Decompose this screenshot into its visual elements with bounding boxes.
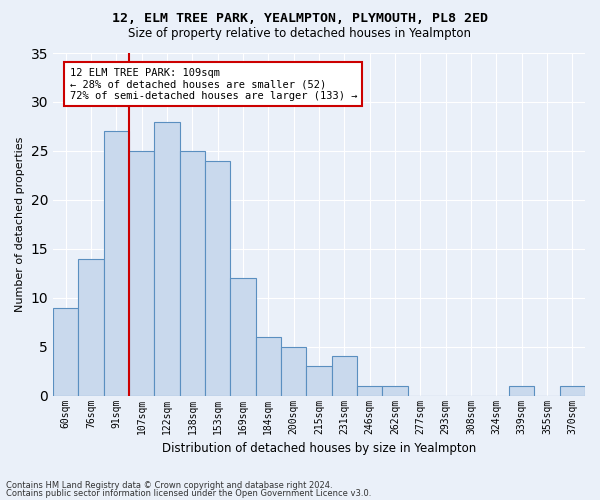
Text: Contains HM Land Registry data © Crown copyright and database right 2024.: Contains HM Land Registry data © Crown c… [6, 480, 332, 490]
Bar [104, 132, 129, 396]
Bar [281, 346, 307, 396]
Bar [179, 151, 205, 396]
Text: Contains public sector information licensed under the Open Government Licence v3: Contains public sector information licen… [6, 489, 371, 498]
Bar [357, 386, 382, 396]
Bar [256, 337, 281, 396]
Text: Size of property relative to detached houses in Yealmpton: Size of property relative to detached ho… [128, 28, 472, 40]
Y-axis label: Number of detached properties: Number of detached properties [15, 136, 25, 312]
Bar [79, 258, 104, 396]
Bar [509, 386, 535, 396]
X-axis label: Distribution of detached houses by size in Yealmpton: Distribution of detached houses by size … [162, 442, 476, 455]
Text: 12, ELM TREE PARK, YEALMPTON, PLYMOUTH, PL8 2ED: 12, ELM TREE PARK, YEALMPTON, PLYMOUTH, … [112, 12, 488, 26]
Bar [382, 386, 407, 396]
Bar [230, 278, 256, 396]
Bar [205, 160, 230, 396]
Bar [129, 151, 154, 396]
Bar [332, 356, 357, 396]
Bar [53, 308, 79, 396]
Bar [307, 366, 332, 396]
Bar [560, 386, 585, 396]
Bar [154, 122, 179, 396]
Text: 12 ELM TREE PARK: 109sqm
← 28% of detached houses are smaller (52)
72% of semi-d: 12 ELM TREE PARK: 109sqm ← 28% of detach… [70, 68, 357, 101]
